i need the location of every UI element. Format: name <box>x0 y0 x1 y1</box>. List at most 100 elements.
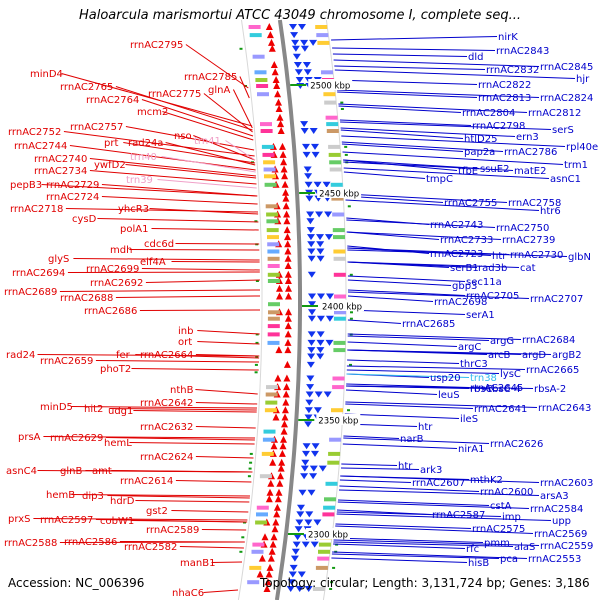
gene-label[interactable]: rrnAC2757 <box>70 122 123 133</box>
gene-label[interactable]: serA1 <box>466 310 495 321</box>
gene-label[interactable]: rrnAC2643 <box>538 403 591 414</box>
gene-label[interactable]: rbsC <box>470 384 493 395</box>
gene-label[interactable]: mdh <box>110 245 132 256</box>
gene-label[interactable]: rrnAC2689 <box>4 287 57 298</box>
gene-label[interactable]: lysC <box>500 369 521 380</box>
gene-label[interactable]: rfc <box>466 544 479 555</box>
gene-label[interactable]: cstA <box>490 501 512 512</box>
gene-label[interactable]: udg1 <box>108 406 133 417</box>
gene-label[interactable]: rrnAC2685 <box>402 319 455 330</box>
gene-label[interactable]: rrnAC2614 <box>120 476 173 487</box>
gene-label[interactable]: prxS <box>8 514 30 525</box>
gene-label[interactable]: serS <box>552 125 574 136</box>
gene-label[interactable]: thrC3 <box>460 359 488 370</box>
gene-label[interactable]: rrnAC2707 <box>530 294 583 305</box>
gene-label[interactable]: dip3 <box>82 491 104 502</box>
gene-label[interactable]: tfbE <box>458 166 478 177</box>
gene-label[interactable]: argB2 <box>552 350 582 361</box>
gene-label[interactable]: rrnAC2603 <box>540 478 593 489</box>
gene-label[interactable]: rrnAC2664 <box>140 350 193 361</box>
gene-label[interactable]: rrnAC2764 <box>86 95 139 106</box>
gene-label[interactable]: rrnAC2824 <box>540 93 593 104</box>
gene-label[interactable]: htr <box>418 422 433 433</box>
gene-label[interactable]: rrnAC2553 <box>528 554 581 565</box>
gene-label[interactable]: hjr <box>576 74 590 85</box>
gene-label[interactable]: glnB <box>60 466 82 477</box>
gene-label[interactable]: mthK2 <box>470 475 503 486</box>
gene-label[interactable]: rrnAC2822 <box>478 80 531 91</box>
gene-label[interactable]: argG <box>490 336 514 347</box>
gene-label[interactable]: rrnAC2586 <box>64 537 117 548</box>
gene-label[interactable]: rrnAC2582 <box>124 542 177 553</box>
gene-label[interactable]: rad24 <box>6 350 35 361</box>
trna-label[interactable]: trn39 <box>126 175 153 186</box>
gene-label[interactable]: ern3 <box>516 132 539 143</box>
gene-label[interactable]: arcB <box>488 350 511 361</box>
gene-label[interactable]: minD5 <box>40 402 73 413</box>
gene-label[interactable]: rrnAC2632 <box>140 422 193 433</box>
gene-label[interactable]: rrnAC2626 <box>490 439 543 450</box>
gene-label[interactable]: rrnAC2688 <box>60 293 113 304</box>
gene-label[interactable]: tmpC <box>426 174 453 185</box>
gene-label[interactable]: nirK <box>498 32 518 43</box>
gene-label[interactable]: serB1 <box>450 263 479 274</box>
gene-label[interactable]: rad3b <box>478 263 507 274</box>
gene-label[interactable]: rrnAC2798 <box>472 121 525 132</box>
gene-label[interactable]: rrnAC2559 <box>540 541 593 552</box>
gene-label[interactable]: rrnAC2692 <box>90 278 143 289</box>
gene-label[interactable]: rrnAC2739 <box>502 235 555 246</box>
gene-label[interactable]: pepB3 <box>10 180 42 191</box>
gene-label[interactable]: phoT2 <box>100 364 131 375</box>
gene-label[interactable]: glbN <box>568 252 591 263</box>
gene-label[interactable]: rrnAC2812 <box>528 108 581 119</box>
gene-label[interactable]: nso <box>174 131 192 142</box>
gene-label[interactable]: rrnAC2642 <box>140 398 193 409</box>
gene-label[interactable]: narB <box>400 434 424 445</box>
gene-label[interactable]: rrnAC2744 <box>14 141 67 152</box>
gene-label[interactable]: pmm <box>484 538 510 549</box>
gene-label[interactable]: rad24a <box>128 138 163 149</box>
gene-label[interactable]: ywfD2 <box>94 160 126 171</box>
gene-label[interactable]: rrnAC2765 <box>60 82 113 93</box>
gene-label[interactable]: rrnAC2752 <box>8 127 61 138</box>
gene-label[interactable]: arsA3 <box>540 491 569 502</box>
gene-label[interactable]: pca <box>500 554 518 565</box>
gene-label[interactable]: rrnAC2743 <box>430 220 483 231</box>
gene-label[interactable]: rrnAC2795 <box>130 40 183 51</box>
gene-label[interactable]: rrnAC2698 <box>434 297 487 308</box>
gene-label[interactable]: glyS <box>48 254 69 265</box>
gene-label[interactable]: prsA <box>18 432 41 443</box>
gene-label[interactable]: rrnAC2641 <box>474 404 527 415</box>
gene-label[interactable]: rrnAC2845 <box>540 62 593 73</box>
gene-label[interactable]: rrnAC2755 <box>444 198 497 209</box>
trna-label[interactable]: trn40 <box>130 152 157 163</box>
gene-label[interactable]: rrnAC2686 <box>84 306 137 317</box>
gene-label[interactable]: ark3 <box>420 465 442 476</box>
trna-label[interactable]: trn41 <box>194 136 221 147</box>
gene-label[interactable]: gst2 <box>146 506 168 517</box>
gene-label[interactable]: nhaC6 <box>172 588 204 599</box>
gene-label[interactable]: rrnAC2758 <box>508 198 561 209</box>
gene-label[interactable]: nthB <box>170 385 194 396</box>
gene-label[interactable]: hisB <box>468 558 489 569</box>
gene-label[interactable]: rrnAC2665 <box>526 365 579 376</box>
gene-label[interactable]: fer <box>116 350 131 361</box>
gene-label[interactable]: hemB <box>46 490 75 501</box>
gene-label[interactable]: rrnAC2684 <box>522 335 575 346</box>
gene-label[interactable]: rrnAC2699 <box>86 264 139 275</box>
gene-label[interactable]: rrnAC2589 <box>146 525 199 536</box>
gene-label[interactable]: ort <box>178 337 192 348</box>
gene-label[interactable]: rrnAC2723 <box>430 249 483 260</box>
gene-label[interactable]: minD4 <box>30 69 63 80</box>
gene-label[interactable]: polA1 <box>120 224 148 235</box>
gene-label[interactable]: rrnAC2597 <box>40 515 93 526</box>
gene-label[interactable]: rrnAC2775 <box>148 89 201 100</box>
gene-label[interactable]: rrnAC2734 <box>34 166 87 177</box>
gene-label[interactable]: yhcR3 <box>118 204 149 215</box>
gene-label[interactable]: cat <box>520 263 536 274</box>
gene-label[interactable]: rrnAC2575 <box>472 524 525 535</box>
gene-label[interactable]: rrnAC2813 <box>478 93 531 104</box>
gene-label[interactable]: asnC1 <box>550 174 581 185</box>
gene-label[interactable]: cobW1 <box>100 516 134 527</box>
gene-label[interactable]: pap2a <box>464 147 495 158</box>
